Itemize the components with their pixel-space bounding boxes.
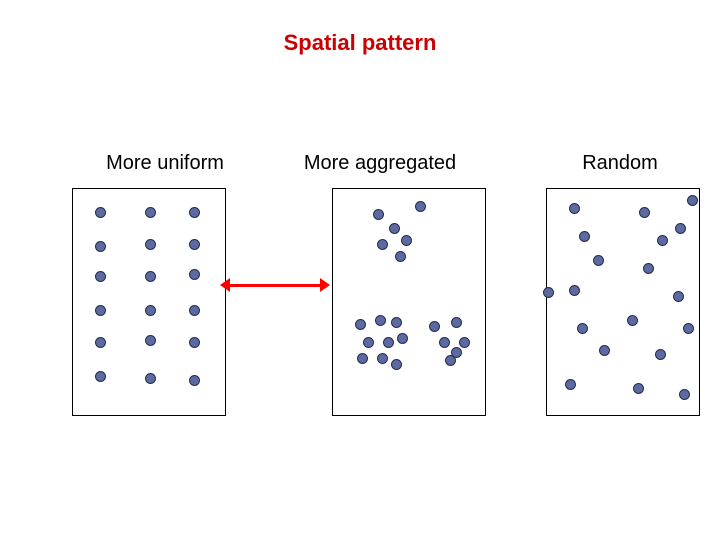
arrow-head-left <box>220 278 230 292</box>
dot <box>383 337 394 348</box>
dot <box>401 235 412 246</box>
dot <box>189 337 200 348</box>
dot <box>543 287 554 298</box>
dot <box>95 371 106 382</box>
dot <box>95 207 106 218</box>
dot <box>395 251 406 262</box>
dot <box>415 201 426 212</box>
dot <box>363 337 374 348</box>
dot <box>459 337 470 348</box>
dot <box>389 223 400 234</box>
dot <box>675 223 686 234</box>
arrow-head-right <box>320 278 330 292</box>
dot <box>569 285 580 296</box>
label-random: Random <box>560 152 680 175</box>
dot <box>679 389 690 400</box>
dot <box>429 321 440 332</box>
panel-uniform <box>72 188 226 416</box>
dot <box>657 235 668 246</box>
dot <box>375 315 386 326</box>
dot <box>397 333 408 344</box>
dot <box>189 375 200 386</box>
dot <box>633 383 644 394</box>
dot <box>95 241 106 252</box>
dot <box>687 195 698 206</box>
dot <box>451 347 462 358</box>
dot <box>95 337 106 348</box>
dot <box>673 291 684 302</box>
panel-random <box>546 188 700 416</box>
diagram-stage: Spatial pattern More uniform More aggreg… <box>0 0 720 540</box>
dot <box>627 315 638 326</box>
dot <box>565 379 576 390</box>
dot <box>189 305 200 316</box>
dot <box>643 263 654 274</box>
dot <box>355 319 366 330</box>
dot <box>599 345 610 356</box>
label-uniform: More uniform <box>90 152 240 175</box>
dot <box>377 239 388 250</box>
dot <box>145 239 156 250</box>
dot <box>95 305 106 316</box>
dot <box>189 207 200 218</box>
dot <box>569 203 580 214</box>
dot <box>439 337 450 348</box>
dot <box>391 359 402 370</box>
dot <box>95 271 106 282</box>
main-title: Spatial pattern <box>0 30 720 56</box>
dot <box>145 271 156 282</box>
dot <box>377 353 388 364</box>
dot <box>655 349 666 360</box>
dot <box>391 317 402 328</box>
dot <box>639 207 650 218</box>
dot <box>683 323 694 334</box>
dot <box>357 353 368 364</box>
dot <box>593 255 604 266</box>
dot <box>451 317 462 328</box>
dot <box>145 335 156 346</box>
dot <box>189 269 200 280</box>
dot <box>579 231 590 242</box>
label-aggregated: More aggregated <box>285 152 475 175</box>
dot <box>145 207 156 218</box>
dot <box>373 209 384 220</box>
arrow-shaft <box>230 284 320 287</box>
dot <box>189 239 200 250</box>
panel-aggregated <box>332 188 486 416</box>
dot <box>145 373 156 384</box>
dot <box>577 323 588 334</box>
dot <box>145 305 156 316</box>
